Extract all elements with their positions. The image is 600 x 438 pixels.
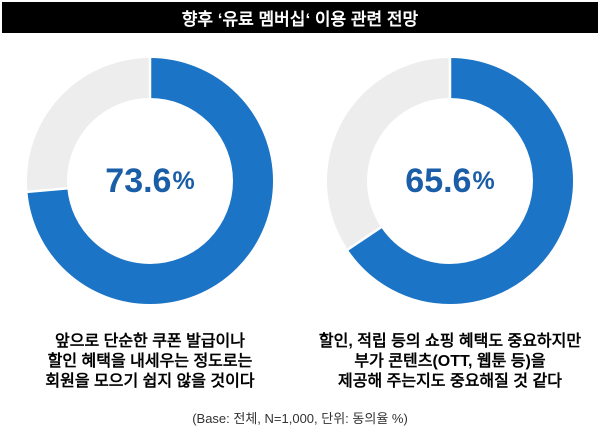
title-bar: 향후 ‘유료 멤버십‘ 이용 관련 전망	[2, 2, 598, 33]
percent-sign: %	[472, 166, 495, 195]
donut-svg-left	[26, 57, 273, 304]
donut-separator-end	[26, 186, 69, 194]
chart-block-right: 65.6% 할인, 적립 등의 쇼핑 혜택도 중요하지만 부가 콘텐츠(OTT,…	[300, 57, 600, 392]
caption-line: 제공해 주는지도 중요해질 것 같다	[338, 373, 562, 390]
caption-line: 할인 혜택을 내세우는 정도로는	[47, 353, 253, 370]
caption-line: 부가 콘텐츠(OTT, 웹툰 등)을	[354, 353, 546, 370]
donut-value-label: 73.6%	[26, 57, 274, 305]
donut-svg-right	[327, 57, 573, 304]
chart-block-left: 73.6% 앞으로 단순한 쿠폰 발급이나 할인 혜택을 내세우는 정도로는 회…	[0, 57, 300, 392]
caption-line: 앞으로 단순한 쿠폰 발급이나	[55, 333, 245, 350]
caption-line: 할인, 적립 등의 쇼핑 혜택도 중요하지만	[318, 333, 582, 350]
chart-caption-left: 앞으로 단순한 쿠폰 발급이나 할인 혜택을 내세우는 정도로는 회원을 모으기…	[45, 332, 254, 392]
donut-value-label: 65.6%	[326, 57, 574, 305]
donut-separator-end	[346, 225, 383, 251]
percent-sign: %	[172, 166, 195, 195]
donut-chart-right: 65.6%	[326, 57, 574, 305]
page-title: 향후 ‘유료 멤버십‘ 이용 관련 전망	[181, 10, 419, 29]
donut-value-number: 65.6	[405, 162, 472, 200]
caption-line: 회원을 모으기 쉽지 않을 것이다	[45, 373, 255, 390]
charts-row: 73.6% 앞으로 단순한 쿠폰 발급이나 할인 혜택을 내세우는 정도로는 회…	[0, 57, 600, 392]
donut-chart-left: 73.6%	[26, 57, 274, 305]
donut-value-number: 73.6	[105, 162, 172, 200]
chart-caption-right: 할인, 적립 등의 쇼핑 혜택도 중요하지만 부가 콘텐츠(OTT, 웹툰 등)…	[319, 332, 581, 392]
base-footnote: (Base: 전체, N=1,000, 단위: 동의율 %)	[192, 411, 408, 426]
